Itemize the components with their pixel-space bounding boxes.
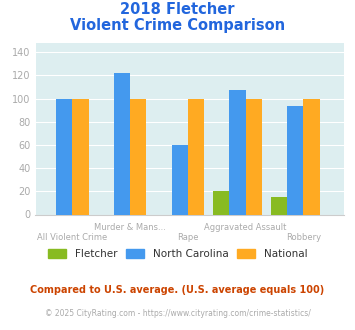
Bar xyxy=(188,99,204,214)
Bar xyxy=(172,145,188,214)
Text: All Violent Crime: All Violent Crime xyxy=(37,233,108,242)
Text: Compared to U.S. average. (U.S. average equals 100): Compared to U.S. average. (U.S. average … xyxy=(31,285,324,295)
Text: Murder & Mans...: Murder & Mans... xyxy=(94,223,166,232)
Bar xyxy=(287,106,304,214)
Bar xyxy=(304,99,320,214)
Bar xyxy=(271,197,287,214)
Text: Aggravated Assault: Aggravated Assault xyxy=(204,223,287,232)
Bar xyxy=(246,99,262,214)
Text: Rape: Rape xyxy=(177,233,199,242)
Text: 2018 Fletcher: 2018 Fletcher xyxy=(120,2,235,16)
Text: Violent Crime Comparison: Violent Crime Comparison xyxy=(70,18,285,33)
Text: © 2025 CityRating.com - https://www.cityrating.com/crime-statistics/: © 2025 CityRating.com - https://www.city… xyxy=(45,309,310,317)
Bar xyxy=(213,191,229,214)
Bar xyxy=(229,90,246,214)
Bar xyxy=(130,99,146,214)
Bar xyxy=(114,73,130,215)
Bar xyxy=(56,99,72,214)
Text: Robbery: Robbery xyxy=(286,233,321,242)
Bar xyxy=(72,99,89,214)
Legend: Fletcher, North Carolina, National: Fletcher, North Carolina, National xyxy=(43,245,312,263)
